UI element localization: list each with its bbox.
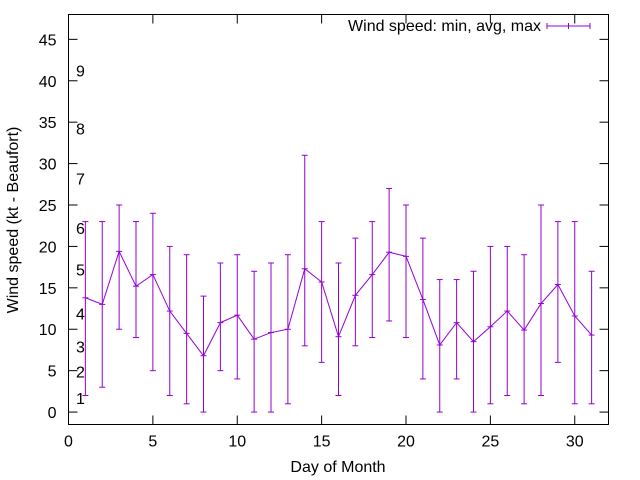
y-tick-label: 40 (39, 74, 57, 91)
legend-label: Wind speed: min, avg, max (348, 18, 541, 35)
beaufort-label: 9 (76, 64, 85, 81)
beaufort-label: 2 (76, 364, 85, 381)
series-layer (82, 154, 595, 413)
x-axis-title: Day of Month (290, 459, 385, 476)
y-tick-label: 10 (39, 322, 57, 339)
y-tick-label: 25 (39, 198, 57, 215)
y-tick-label: 35 (39, 115, 57, 132)
x-tick-label: 20 (397, 434, 415, 451)
y-tick-label: 45 (39, 32, 57, 49)
plot-frame (68, 14, 609, 425)
x-axis-ticks: 0 5 10 15 20 25 30 (64, 14, 584, 451)
beaufort-label: 5 (76, 262, 85, 279)
y-axis-title: Wind speed (kt - Beaufort) (5, 127, 22, 314)
x-tick-label: 15 (313, 434, 331, 451)
x-tick-label: 0 (64, 434, 73, 451)
legend: Wind speed: min, avg, max (348, 18, 591, 35)
y-tick-label: 0 (48, 405, 57, 422)
beaufort-label: 3 (76, 339, 85, 356)
x-tick-label: 5 (148, 434, 157, 451)
beaufort-label: 6 (76, 221, 85, 238)
beaufort-label: 7 (76, 171, 85, 188)
x-tick-label: 25 (481, 434, 499, 451)
y-tick-label: 15 (39, 281, 57, 298)
beaufort-label: 1 (76, 391, 85, 408)
beaufort-label: 4 (76, 306, 85, 323)
y-tick-label: 20 (39, 239, 57, 256)
x-tick-label: 10 (228, 434, 246, 451)
beaufort-annotations: 1 2 3 4 5 6 7 8 9 (76, 64, 85, 408)
x-tick-label: 30 (566, 434, 584, 451)
beaufort-label: 8 (76, 122, 85, 139)
y-tick-label: 30 (39, 157, 57, 174)
y-tick-label: 5 (48, 364, 57, 381)
